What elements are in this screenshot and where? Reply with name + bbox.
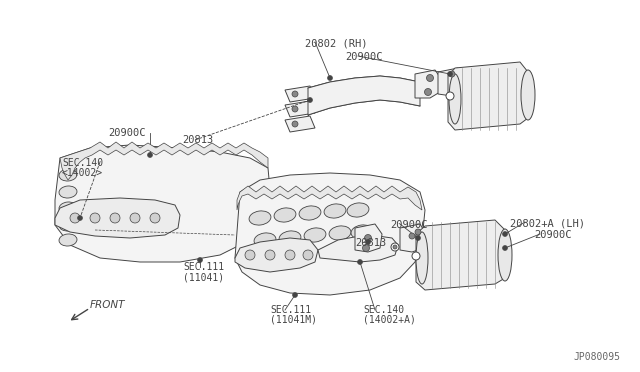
Text: JP080095: JP080095 — [573, 352, 620, 362]
Circle shape — [292, 121, 298, 127]
Circle shape — [415, 235, 420, 241]
Text: FRONT: FRONT — [90, 300, 125, 310]
Circle shape — [292, 91, 298, 97]
Circle shape — [446, 92, 454, 100]
Circle shape — [292, 292, 298, 298]
Text: (11041M): (11041M) — [270, 315, 317, 325]
Text: (11041): (11041) — [183, 272, 224, 282]
Polygon shape — [285, 116, 315, 132]
Circle shape — [307, 97, 312, 103]
Polygon shape — [237, 186, 422, 210]
Ellipse shape — [351, 225, 373, 239]
Text: SEC.140: SEC.140 — [363, 305, 404, 315]
Circle shape — [502, 231, 508, 237]
Circle shape — [77, 215, 83, 221]
Text: SEC.111: SEC.111 — [270, 305, 311, 315]
Ellipse shape — [59, 186, 77, 198]
Ellipse shape — [59, 219, 77, 231]
Ellipse shape — [324, 204, 346, 218]
Ellipse shape — [449, 74, 461, 124]
Circle shape — [393, 245, 397, 249]
Text: 20802 (RH): 20802 (RH) — [305, 38, 367, 48]
Circle shape — [150, 213, 160, 223]
Text: 20900C: 20900C — [345, 52, 383, 62]
Circle shape — [265, 250, 275, 260]
Ellipse shape — [59, 234, 77, 246]
Circle shape — [70, 213, 80, 223]
Circle shape — [130, 213, 140, 223]
Circle shape — [365, 234, 371, 241]
Circle shape — [328, 76, 333, 80]
Circle shape — [358, 260, 362, 264]
Circle shape — [415, 229, 421, 235]
Ellipse shape — [299, 206, 321, 220]
Text: 20802+A (LH): 20802+A (LH) — [510, 218, 585, 228]
Polygon shape — [308, 76, 420, 115]
Polygon shape — [60, 142, 268, 180]
Circle shape — [412, 252, 420, 260]
Text: <14002>: <14002> — [62, 168, 103, 178]
Ellipse shape — [59, 202, 77, 214]
Polygon shape — [55, 145, 270, 262]
Ellipse shape — [416, 232, 428, 284]
Ellipse shape — [347, 203, 369, 217]
Polygon shape — [235, 173, 425, 295]
Polygon shape — [448, 62, 528, 130]
Polygon shape — [285, 101, 315, 117]
Text: SEC.111: SEC.111 — [183, 262, 224, 272]
Polygon shape — [400, 224, 426, 252]
Circle shape — [362, 244, 369, 251]
Ellipse shape — [304, 228, 326, 242]
Circle shape — [303, 250, 313, 260]
Polygon shape — [415, 70, 442, 98]
Circle shape — [447, 71, 452, 77]
Polygon shape — [355, 224, 382, 252]
Polygon shape — [235, 238, 318, 272]
Ellipse shape — [279, 231, 301, 245]
Ellipse shape — [249, 211, 271, 225]
Circle shape — [449, 71, 455, 77]
Ellipse shape — [329, 226, 351, 240]
Circle shape — [285, 250, 295, 260]
Text: 20900C: 20900C — [534, 230, 572, 240]
Text: 20900C: 20900C — [108, 128, 145, 138]
Circle shape — [90, 213, 100, 223]
Circle shape — [409, 233, 415, 239]
Polygon shape — [55, 198, 180, 238]
Text: SEC.140: SEC.140 — [62, 158, 103, 168]
Ellipse shape — [254, 233, 276, 247]
Text: 20813: 20813 — [182, 135, 213, 145]
Polygon shape — [416, 220, 505, 290]
Ellipse shape — [59, 169, 77, 181]
Polygon shape — [285, 86, 315, 102]
Circle shape — [292, 106, 298, 112]
Ellipse shape — [521, 70, 535, 120]
Circle shape — [391, 243, 399, 251]
Circle shape — [110, 213, 120, 223]
Polygon shape — [318, 236, 398, 262]
Circle shape — [147, 153, 152, 157]
Circle shape — [426, 74, 433, 81]
Circle shape — [245, 250, 255, 260]
Text: (14002+A): (14002+A) — [363, 315, 416, 325]
Polygon shape — [438, 68, 464, 96]
Text: 20900C: 20900C — [390, 220, 428, 230]
Ellipse shape — [274, 208, 296, 222]
Ellipse shape — [498, 229, 512, 281]
Circle shape — [502, 246, 508, 250]
Circle shape — [365, 240, 371, 244]
Circle shape — [424, 89, 431, 96]
Circle shape — [198, 257, 202, 263]
Text: 20813: 20813 — [355, 238, 387, 248]
